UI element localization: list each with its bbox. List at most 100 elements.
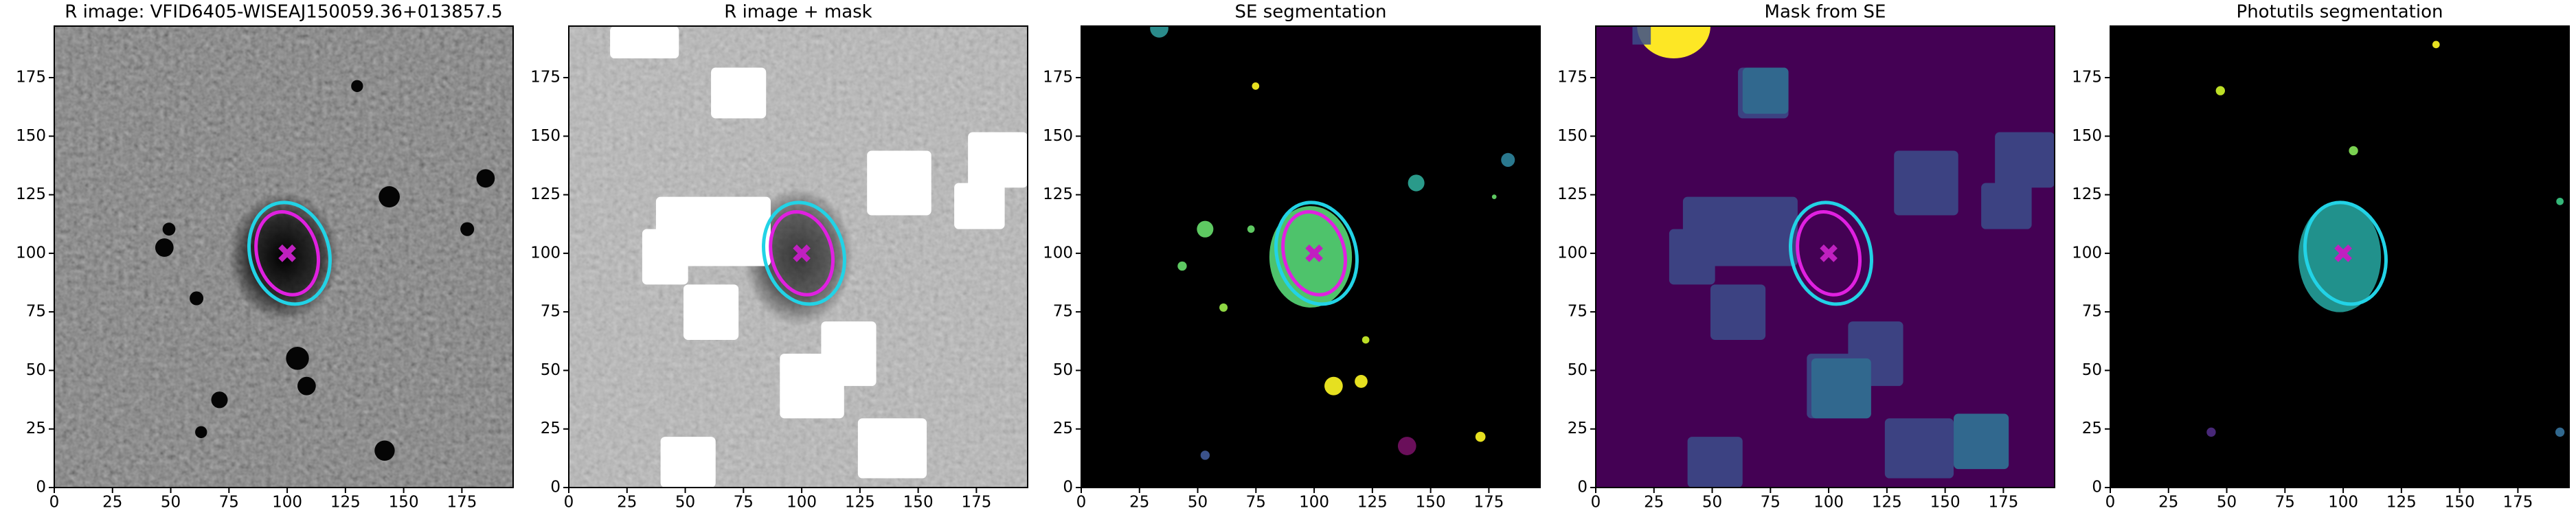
panel-title: Mask from SE: [1765, 2, 1886, 23]
x-tick-label: 125: [2386, 494, 2417, 512]
overlay: [2303, 201, 2388, 306]
y-tick-label: 75: [2082, 303, 2102, 321]
axes-frame: [2110, 25, 2570, 488]
x-tick-label: 150: [1930, 494, 1961, 512]
y-tick-label: 25: [1053, 420, 1073, 437]
y-tick-label: 0: [2092, 479, 2102, 496]
x-tick-label: 150: [1416, 494, 1446, 512]
x-tick-label: 175: [961, 494, 991, 512]
x-tick-label: 175: [1473, 494, 1504, 512]
y-tick-label: 0: [1063, 479, 1073, 496]
y-tick-label: 25: [1568, 420, 1588, 437]
ellipse: [247, 201, 332, 306]
x-tick-label: 25: [617, 494, 637, 512]
x-tick-label: 50: [1188, 494, 1208, 512]
y-tick-label: 0: [36, 479, 46, 496]
x-tick-label: 100: [1814, 494, 1844, 512]
axes-frame: [1595, 25, 2055, 488]
x-tick-label: 25: [102, 494, 122, 512]
center-marker: [793, 244, 811, 262]
x-tick-label: 125: [330, 494, 361, 512]
center-marker: [1305, 244, 1323, 262]
y-tick-label: 50: [2082, 361, 2102, 379]
x-tick-label: 50: [2217, 494, 2237, 512]
x-tick-label: 75: [2275, 494, 2295, 512]
y-tick-label: 150: [2072, 127, 2102, 145]
ellipse: [1281, 209, 1348, 297]
x-tick-label: 100: [1299, 494, 1329, 512]
overlay: [1274, 201, 1359, 306]
y-tick-label: 175: [1043, 69, 1073, 87]
y-tick-label: 0: [1577, 479, 1588, 496]
overlay: [1789, 201, 1873, 306]
y-tick-label: 150: [530, 127, 561, 145]
overlay: [247, 201, 332, 306]
y-tick-label: 100: [16, 244, 46, 262]
y-tick-label: 25: [26, 420, 46, 437]
x-tick-label: 75: [1761, 494, 1781, 512]
x-tick-label: 50: [161, 494, 181, 512]
y-tick-label: 50: [541, 361, 561, 379]
x-tick-label: 150: [389, 494, 419, 512]
y-tick-label: 75: [1568, 303, 1588, 321]
x-tick-label: 175: [2502, 494, 2533, 512]
center-marker: [278, 244, 296, 262]
image-content: [1596, 26, 2055, 488]
x-tick-label: 25: [1129, 494, 1149, 512]
y-tick-label: 25: [541, 420, 561, 437]
y-tick-label: 175: [530, 69, 561, 87]
panel-title: SE segmentation: [1235, 2, 1387, 23]
x-tick-label: 175: [1988, 494, 2018, 512]
x-tick-label: 75: [734, 494, 754, 512]
x-tick-label: 0: [1076, 494, 1087, 512]
y-tick-label: 175: [1557, 69, 1588, 87]
y-tick-label: 150: [1557, 127, 1588, 145]
axes-frame: [54, 25, 514, 488]
center-marker: [2334, 244, 2352, 262]
y-tick-label: 150: [16, 127, 46, 145]
y-tick-label: 100: [2072, 244, 2102, 262]
x-tick-label: 50: [675, 494, 695, 512]
x-tick-label: 25: [2158, 494, 2178, 512]
y-tick-label: 150: [1043, 127, 1073, 145]
y-tick-label: 125: [1557, 185, 1588, 203]
panel-title: R image: VFID6405-WISEAJ150059.36+013857…: [65, 2, 502, 23]
x-tick-label: 25: [1644, 494, 1664, 512]
center-marker: [1820, 244, 1838, 262]
y-tick-label: 0: [550, 479, 561, 496]
y-tick-label: 50: [1053, 361, 1073, 379]
x-tick-label: 100: [272, 494, 302, 512]
y-tick-label: 75: [1053, 303, 1073, 321]
y-tick-label: 100: [1557, 244, 1588, 262]
x-tick-label: 75: [219, 494, 239, 512]
axes-frame: [568, 25, 1028, 488]
panel-title: R image + mask: [724, 2, 872, 23]
ellipse: [2303, 201, 2388, 306]
ellipse: [769, 209, 835, 297]
x-tick-label: 50: [1702, 494, 1722, 512]
y-tick-label: 50: [1568, 361, 1588, 379]
y-tick-label: 25: [2082, 420, 2102, 437]
x-tick-label: 0: [2105, 494, 2116, 512]
y-tick-label: 100: [1043, 244, 1073, 262]
y-tick-label: 75: [26, 303, 46, 321]
y-tick-label: 125: [16, 185, 46, 203]
x-tick-label: 150: [903, 494, 934, 512]
y-tick-label: 125: [2072, 185, 2102, 203]
panel-title: Photutils segmentation: [2237, 2, 2443, 23]
x-tick-label: 0: [49, 494, 60, 512]
x-tick-label: 75: [1246, 494, 1266, 512]
y-tick-label: 125: [1043, 185, 1073, 203]
x-tick-label: 100: [2328, 494, 2358, 512]
ellipse: [1274, 201, 1359, 306]
y-tick-label: 175: [16, 69, 46, 87]
x-tick-label: 125: [845, 494, 875, 512]
x-tick-label: 0: [564, 494, 574, 512]
y-tick-label: 100: [530, 244, 561, 262]
x-tick-label: 125: [1357, 494, 1388, 512]
y-tick-label: 125: [530, 185, 561, 203]
overlay: [762, 201, 846, 306]
ellipse: [1796, 209, 1862, 297]
x-tick-label: 175: [447, 494, 477, 512]
